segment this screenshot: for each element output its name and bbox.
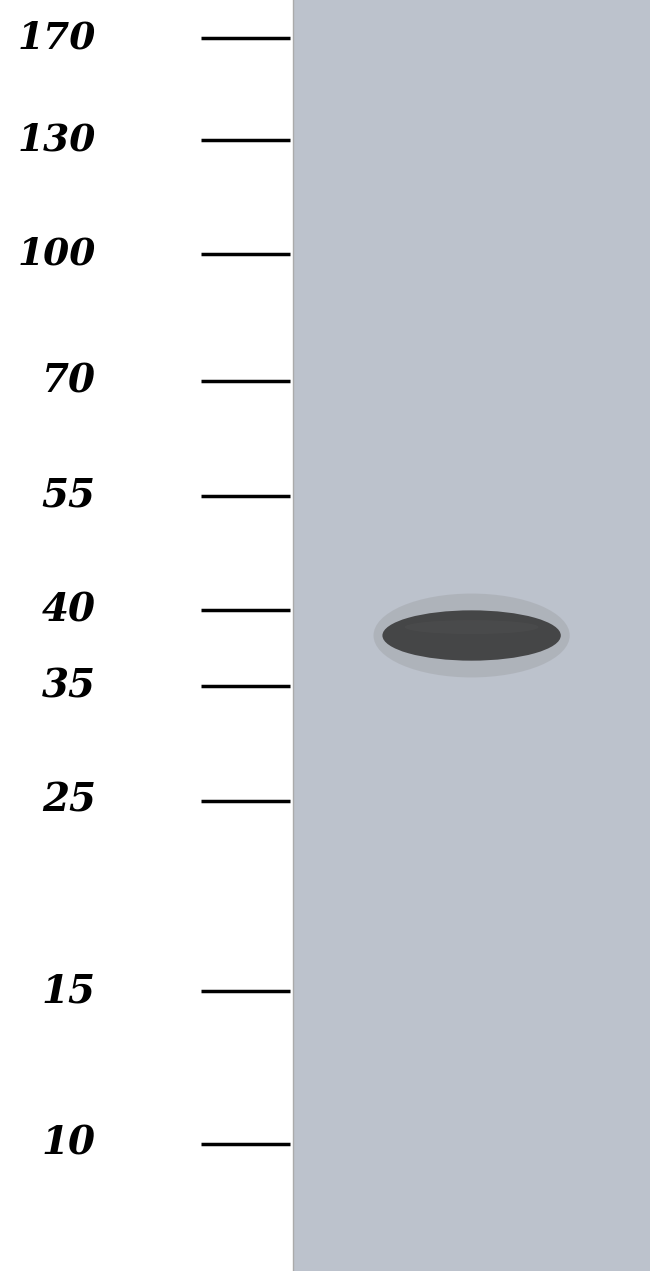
Text: 35: 35 [42, 667, 96, 705]
Text: 170: 170 [18, 19, 96, 57]
Ellipse shape [382, 610, 561, 661]
Ellipse shape [374, 594, 569, 677]
Text: 70: 70 [42, 362, 96, 400]
Bar [293, 0, 650, 1271]
Text: 25: 25 [42, 782, 96, 820]
Text: 130: 130 [18, 121, 96, 159]
Text: 15: 15 [42, 972, 96, 1010]
Text: 55: 55 [42, 477, 96, 515]
Bar [293, 0, 650, 1271]
Text: 10: 10 [42, 1125, 96, 1163]
Ellipse shape [405, 620, 538, 634]
Text: 100: 100 [18, 235, 96, 273]
Text: 40: 40 [42, 591, 96, 629]
